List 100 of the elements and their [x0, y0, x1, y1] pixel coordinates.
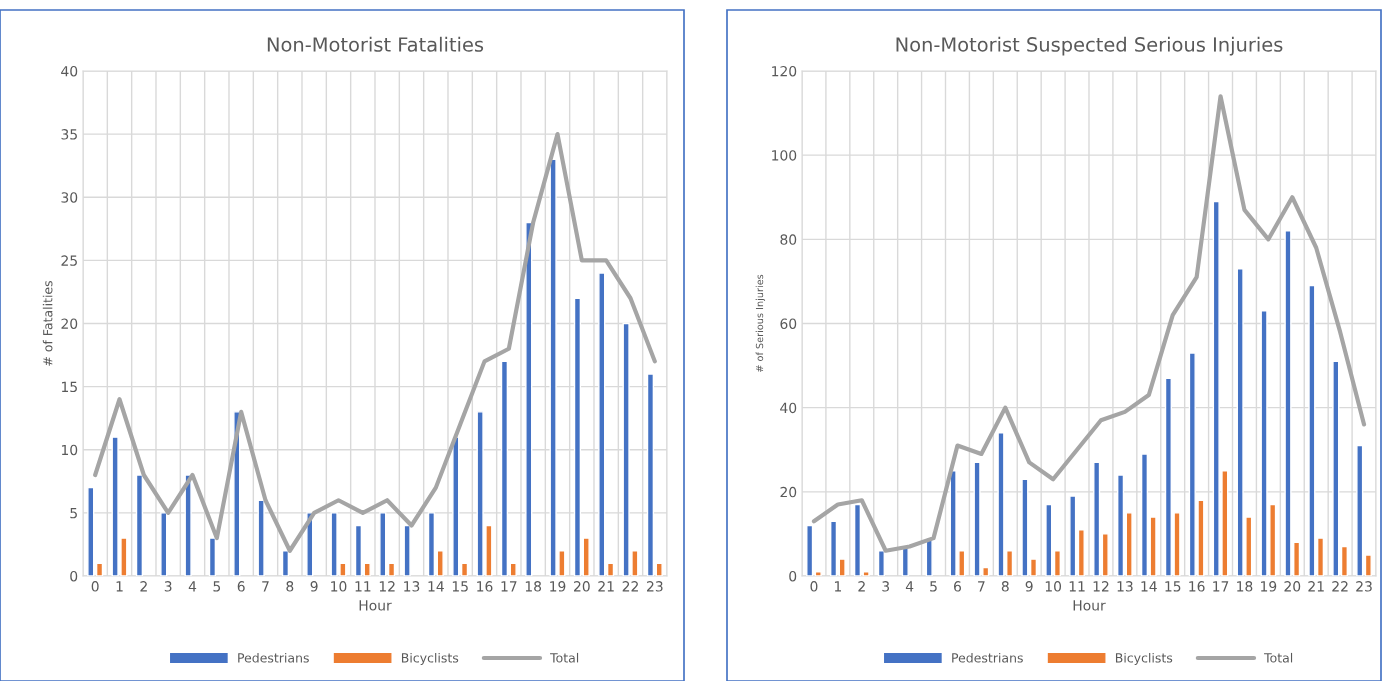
y-tick-label: 40 — [61, 65, 78, 77]
x-tick-label: 0 — [91, 581, 99, 592]
x-tick-label: 22 — [622, 581, 638, 592]
x-tick-label: 23 — [1356, 581, 1372, 592]
bar — [1125, 512, 1133, 576]
y-tick-label: 80 — [780, 234, 797, 245]
x-tick-label: 17 — [501, 581, 517, 592]
bar — [184, 474, 192, 576]
x-tick-label: 13 — [404, 581, 420, 592]
x-tick-label: 12 — [1093, 581, 1109, 592]
bar — [525, 221, 533, 576]
y-axis-title: # of Fatalities — [42, 280, 53, 366]
x-tick-label: 6 — [954, 581, 961, 592]
x-tick-label: 16 — [477, 581, 493, 592]
x-tick-label: 1 — [834, 581, 842, 592]
x-tick-label: 4 — [905, 581, 914, 592]
y-tick-label: 5 — [70, 508, 77, 519]
bar — [582, 537, 590, 576]
y-tick-label: 120 — [772, 65, 797, 77]
bar — [1340, 545, 1348, 576]
bar — [877, 550, 885, 576]
bar — [1101, 533, 1109, 576]
bar — [509, 562, 517, 576]
bar — [853, 503, 862, 576]
chart-title: Non-Motorist Fatalities — [267, 36, 484, 52]
bar — [354, 524, 363, 576]
bar — [500, 360, 509, 576]
x-tick-label: 6 — [237, 581, 245, 592]
x-tick-label: 5 — [930, 581, 937, 592]
bar — [1069, 495, 1077, 576]
bar — [1021, 478, 1029, 576]
bar — [257, 499, 265, 576]
bar — [427, 512, 436, 576]
x-tick-label: 7 — [978, 581, 985, 592]
y-tick-label: 10 — [61, 444, 78, 456]
bar — [646, 373, 655, 576]
x-tick-label: 22 — [1332, 581, 1348, 592]
bar — [379, 512, 387, 576]
x-tick-label: 0 — [810, 581, 818, 592]
x-tick-label: 17 — [1213, 581, 1229, 592]
x-tick-label: 19 — [1261, 581, 1277, 592]
bar — [1053, 550, 1061, 576]
bar — [1117, 474, 1125, 576]
bar — [1332, 360, 1340, 576]
x-tick-label: 2 — [140, 581, 147, 592]
x-tick-label: 15 — [1165, 581, 1181, 592]
bar — [160, 512, 168, 576]
x-tick-label: 1 — [116, 581, 123, 592]
x-tick-label: 10 — [1045, 581, 1062, 592]
bar — [830, 520, 838, 576]
bar — [1140, 453, 1149, 576]
x-tick-label: 23 — [647, 581, 663, 592]
bar — [573, 297, 582, 576]
y-tick-label: 100 — [772, 150, 797, 161]
y-tick-label: 15 — [61, 381, 77, 393]
x-tick-label: 11 — [355, 581, 371, 592]
x-tick-label: 18 — [1237, 581, 1253, 592]
bar — [95, 562, 104, 576]
bar — [606, 562, 615, 576]
x-tick-label: 4 — [188, 581, 197, 592]
x-tick-label: 12 — [379, 581, 395, 592]
x-tick-label: 16 — [1189, 581, 1205, 592]
legend-label: Bicyclists — [401, 652, 459, 665]
bar — [1364, 554, 1372, 576]
x-tick-label: 18 — [525, 581, 542, 592]
legend-label: Bicyclists — [1115, 652, 1173, 665]
bar — [208, 537, 217, 576]
x-axis-title: Hour — [1073, 600, 1106, 611]
y-tick-label: 25 — [61, 255, 77, 266]
bar — [655, 562, 663, 576]
bar — [814, 571, 822, 576]
bar — [1077, 529, 1085, 576]
bar — [436, 550, 444, 576]
x-tick-label: 20 — [574, 581, 590, 592]
x-tick-label: 21 — [598, 581, 614, 592]
legend-label: Total — [550, 652, 579, 663]
x-tick-label: 9 — [310, 581, 318, 592]
chart-title: Non-Motorist Suspected Serious Injuries — [896, 36, 1283, 56]
bar — [387, 562, 396, 576]
bar — [598, 272, 606, 576]
y-tick-label: 0 — [789, 570, 797, 582]
x-tick-label: 8 — [286, 581, 294, 592]
y-tick-label: 30 — [61, 192, 78, 203]
x-tick-label: 19 — [550, 581, 566, 592]
x-tick-label: 14 — [428, 581, 444, 592]
bar — [838, 558, 846, 576]
bar — [363, 562, 371, 576]
bar — [1093, 461, 1101, 576]
x-tick-label: 14 — [1141, 581, 1157, 592]
y-tick-label: 60 — [780, 318, 797, 329]
bar — [1029, 558, 1038, 576]
y-tick-label: 0 — [70, 570, 78, 582]
bar — [1308, 284, 1316, 576]
bar — [1045, 503, 1053, 576]
y-tick-label: 35 — [61, 129, 77, 140]
x-axis-title: Hour — [359, 600, 392, 611]
bar — [862, 571, 870, 576]
bar — [1149, 516, 1157, 576]
legend-label: Pedestrians — [952, 652, 1023, 663]
y-tick-label: 20 — [780, 486, 797, 498]
